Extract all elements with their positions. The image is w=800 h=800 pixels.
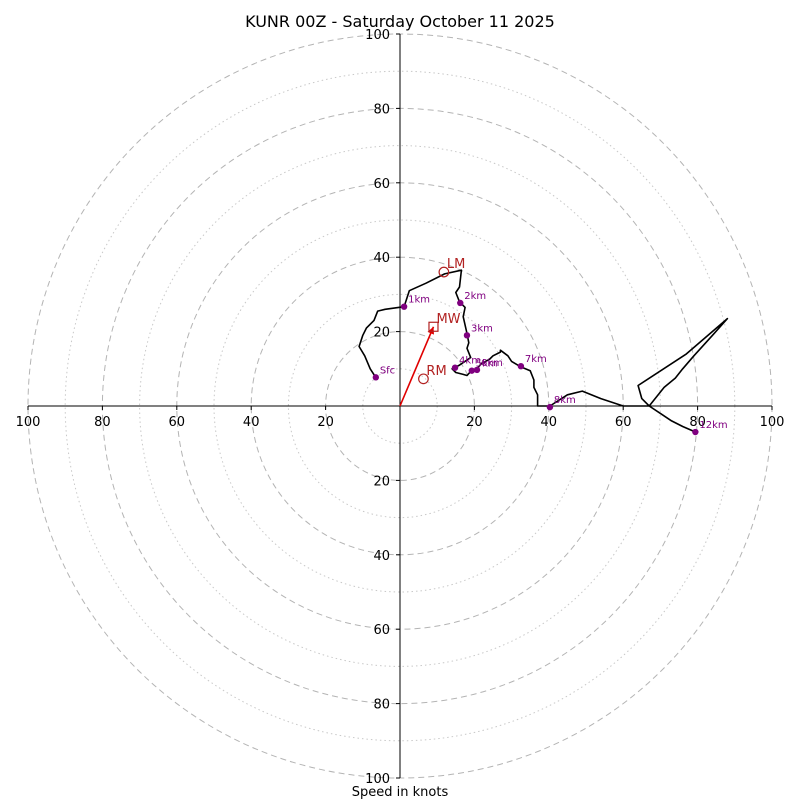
height-label-7km: 7km xyxy=(525,354,547,365)
height-label-1km: 1km xyxy=(408,295,430,306)
hodograph-trace xyxy=(358,269,729,433)
storm-marker-LM xyxy=(438,266,450,278)
height-marker-Sfc xyxy=(372,374,380,381)
y-tick-label: 80 xyxy=(373,698,390,713)
wind-trace-line xyxy=(358,269,729,433)
x-tick-label: 60 xyxy=(169,415,186,430)
height-marker-2km xyxy=(457,299,464,307)
height-marker-6km xyxy=(473,366,481,374)
x-tick-label: 100 xyxy=(16,415,41,430)
x-tick-label: 40 xyxy=(541,415,558,430)
height-label-3km: 3km xyxy=(471,323,493,334)
x-tick-label: 20 xyxy=(317,415,334,430)
storm-label-MW: MW xyxy=(436,312,460,327)
x-tick-label: 20 xyxy=(466,415,483,430)
storm-motion-markers: LM MW RM xyxy=(418,257,465,385)
height-marker-8km xyxy=(546,403,554,411)
y-tick-label: 20 xyxy=(373,474,390,489)
y-tick-label: 40 xyxy=(373,251,390,266)
height-label-Sfc: Sfc xyxy=(380,365,395,376)
x-tick-label: 80 xyxy=(689,415,706,430)
storm-label-RM: RM xyxy=(426,364,446,379)
storm-label-LM: LM xyxy=(447,257,465,272)
y-tick-label: 100 xyxy=(365,772,390,787)
height-marker-1km xyxy=(400,303,408,310)
y-tick-label: 60 xyxy=(373,177,390,192)
height-marker-5km xyxy=(468,367,475,374)
y-tick-label: 20 xyxy=(373,326,390,341)
height-label-4km: 4km xyxy=(459,356,481,367)
height-marker-12km xyxy=(692,428,699,436)
height-marker-4km xyxy=(451,364,459,371)
height-label-12km: 12km xyxy=(699,420,727,431)
x-tick-label: 80 xyxy=(94,415,111,430)
y-tick-label: 40 xyxy=(373,549,390,564)
height-label-5km: 5km xyxy=(476,359,498,370)
x-tick-label: 60 xyxy=(615,415,632,430)
storm-marker-MW xyxy=(428,321,439,332)
y-tick-label: 60 xyxy=(373,623,390,638)
x-tick-label: 100 xyxy=(760,415,785,430)
height-marker-7km xyxy=(517,362,525,370)
height-label-8km: 8km xyxy=(554,395,576,406)
y-tick-label: 100 xyxy=(365,28,390,43)
y-tick-labels: 100 80 60 40 20 20 40 60 80 100 xyxy=(365,28,400,787)
chart-title: KUNR 00Z - Saturday October 11 2025 xyxy=(245,12,555,31)
x-tick-label: 40 xyxy=(243,415,260,430)
height-label-2km: 2km xyxy=(464,291,486,302)
height-marker-3km xyxy=(463,332,471,339)
x-axis-label: Speed in knots xyxy=(352,785,449,800)
motion-vector-line xyxy=(399,326,435,407)
x-tick-labels: 100 80 60 40 20 20 40 60 80 100 xyxy=(16,406,785,430)
height-label-6km: 6km xyxy=(481,358,503,369)
storm-marker-RM xyxy=(418,373,429,385)
y-tick-label: 80 xyxy=(373,102,390,117)
